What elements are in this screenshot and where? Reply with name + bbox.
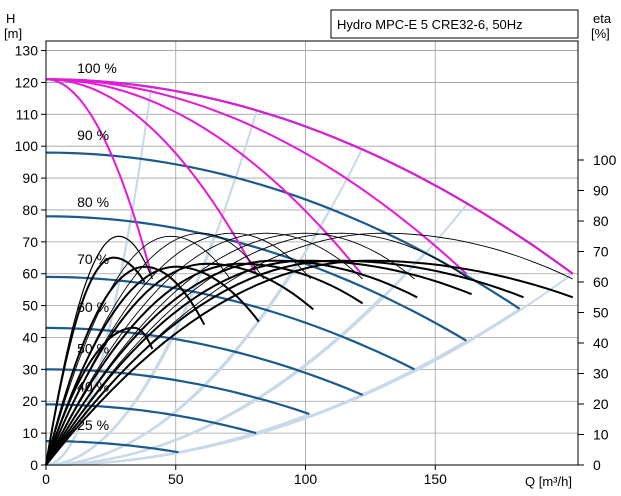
right-axis-title-line2: [%] — [591, 26, 610, 41]
right-tick-label: 0 — [593, 457, 601, 473]
right-tick-label: 100 — [593, 152, 617, 168]
left-tick-label: 60 — [22, 266, 38, 282]
x-tick-label: 100 — [294, 471, 318, 487]
left-tick-label: 90 — [22, 170, 38, 186]
left-tick-label: 70 — [22, 234, 38, 250]
right-tick-label: 90 — [593, 183, 609, 199]
left-axis-title-line1: H — [6, 11, 15, 26]
left-tick-label: 10 — [22, 425, 38, 441]
right-axis-ticks: 0 10 20 30 40 50 60 70 80 90 100 — [578, 152, 617, 473]
efficiency-curve — [45, 232, 470, 466]
efficiency-curve — [45, 232, 363, 466]
pump-head-curve — [45, 78, 574, 275]
right-tick-label: 30 — [593, 366, 609, 382]
speed-head-curve — [46, 440, 179, 454]
speed-label: 70 % — [77, 251, 109, 267]
left-tick-label: 130 — [15, 43, 39, 59]
efficiency-curves — [45, 232, 574, 466]
efficiency-curve — [45, 259, 574, 466]
right-tick-label: 80 — [593, 213, 609, 229]
pump-head-curve — [45, 78, 468, 275]
efficiency-curve — [45, 265, 260, 466]
right-tick-label: 10 — [593, 427, 609, 443]
left-tick-label: 30 — [22, 361, 38, 377]
left-axis-ticks: 0 10 20 30 40 50 60 70 80 90 100 110 120 130 — [15, 43, 46, 473]
plot-frame — [45, 40, 579, 466]
left-tick-label: 110 — [16, 106, 39, 122]
left-tick-label: 20 — [22, 393, 38, 409]
chart-title-box: Hydro MPC-E 5 CRE32-6, 50Hz — [330, 9, 579, 39]
efficiency-curve — [45, 262, 364, 466]
speed-label: 60 % — [77, 299, 109, 315]
efficiency-curve — [45, 235, 231, 466]
x-tick-label: 50 — [168, 471, 184, 487]
x-tick-label: 0 — [42, 471, 50, 487]
left-tick-label: 40 — [22, 329, 38, 345]
pump-head-curve — [45, 78, 258, 275]
pump-head-curve — [45, 78, 363, 275]
pump-count-curves — [45, 78, 574, 275]
efficiency-curve — [45, 259, 472, 466]
right-tick-label: 50 — [593, 305, 609, 321]
x-tick-label: 150 — [424, 471, 448, 487]
left-tick-label: 120 — [15, 74, 39, 90]
right-tick-label: 60 — [593, 274, 609, 290]
x-axis-ticks: 0 50 100 150 — [42, 465, 447, 487]
left-tick-label: 50 — [22, 298, 38, 314]
speed-label: 100 % — [77, 60, 117, 76]
speed-head-curve — [45, 326, 364, 396]
speed-head-curve — [45, 215, 467, 342]
left-tick-label: 0 — [30, 457, 38, 473]
right-tick-label: 70 — [593, 244, 609, 260]
right-tick-label: 20 — [593, 396, 609, 412]
left-axis-title-line2: [m] — [4, 26, 22, 41]
speed-label: 80 % — [77, 194, 109, 210]
chart-title-frame — [330, 9, 579, 39]
efficiency-curve — [45, 259, 418, 466]
right-axis-title-line1: eta — [593, 11, 612, 26]
pump-head-curve — [45, 78, 153, 274]
speed-labels: 100 % 90 % 80 % 70 % 60 % 50 % 40 % 25 % — [77, 60, 117, 433]
efficiency-curve — [45, 256, 146, 466]
efficiency-curve — [45, 326, 154, 466]
left-tick-label: 100 — [15, 138, 39, 154]
speed-label: 40 % — [77, 379, 109, 395]
speed-head-curve — [46, 403, 257, 435]
speed-label: 50 % — [77, 340, 109, 356]
speed-head-curve — [45, 275, 415, 371]
left-tick-label: 80 — [22, 202, 38, 218]
speed-label: 25 % — [77, 417, 109, 433]
x-axis-title: Q [m³/h] — [525, 474, 572, 489]
chart-title: Hydro MPC-E 5 CRE32-6, 50Hz — [337, 17, 523, 32]
right-tick-label: 40 — [593, 335, 609, 351]
plot-background — [46, 41, 578, 465]
speed-label: 90 % — [77, 127, 109, 143]
efficiency-curve — [45, 259, 524, 466]
